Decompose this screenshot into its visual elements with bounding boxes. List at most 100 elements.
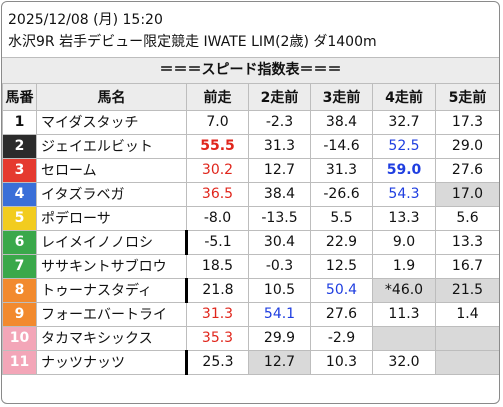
horse-name: ポデローサ [36,205,187,231]
horse-number: 8 [2,277,37,303]
speed-index-cell: 17.0 [435,181,499,207]
speed-index-cell: 10.3 [310,349,373,375]
table-row: 9 フォーエバートライ 31.3 54.1 27.6 11.3 1.4 [2,301,499,327]
speed-index-cell: 29.9 [248,325,311,351]
speed-index-cell: 27.6 [435,157,499,183]
horse-number: 6 [2,229,37,255]
speed-index-cell: 10.5 [248,277,311,303]
speed-index-cell [372,325,436,351]
speed-index-cell: 12.5 [310,253,373,279]
speed-index-cell: 9.0 [372,229,436,255]
speed-index-cell: 27.6 [310,301,373,327]
speed-index-cell: -5.1 [186,229,249,255]
horse-name: トゥーナスタディ [36,277,188,303]
horse-number: 2 [2,133,37,159]
horse-name: イタズラベガ [36,181,187,207]
horse-number: 9 [2,301,37,327]
horse-number: 11 [2,349,37,375]
table-row: 10 タカマキシックス 35.3 29.9 -2.9 [2,325,499,351]
speed-index-cell: 13.3 [372,205,436,231]
horse-number: 7 [2,253,37,279]
col-header-3-races-ago: 3走前 [310,84,373,111]
horse-name: レイメイノノロシ [36,229,188,255]
horse-number: 10 [2,325,37,351]
speed-index-table: 馬番 馬名 前走 2走前 3走前 4走前 5走前 1 マイダスタッチ 7.0 -2.3… [2,84,499,375]
table-row: 8 トゥーナスタディ 21.8 10.5 50.4 *46.0 21.5 [2,277,499,303]
speed-index-cell: 25.3 [186,349,249,375]
horse-name: ナッツナッツ [36,349,188,375]
speed-index-cell: 1.9 [372,253,436,279]
col-header-last-race: 前走 [186,84,249,111]
speed-index-cell: 29.0 [435,133,499,159]
speed-index-cell: 17.3 [435,109,499,135]
speed-index-cell: 12.7 [248,157,311,183]
speed-index-cell: 52.5 [372,133,436,159]
speed-index-cell: -14.6 [310,133,373,159]
speed-index-cell: 38.4 [248,181,311,207]
speed-index-cell: *46.0 [372,277,436,303]
race-title: 水沢9R 岩手デビュー限定競走 IWATE LIM(2歳) ダ1400m [8,34,377,50]
speed-index-cell: 35.3 [186,325,249,351]
horse-name: セローム [36,157,187,183]
speed-index-cell: -13.5 [248,205,311,231]
speed-index-cell: -0.3 [248,253,311,279]
table-row: 4 イタズラベガ 36.5 38.4 -26.6 54.3 17.0 [2,181,499,207]
speed-index-cell: 36.5 [186,181,249,207]
table-row: 2 ジェイエルビット 55.5 31.3 -14.6 52.5 29.0 [2,133,499,159]
col-header-number: 馬番 [2,84,37,111]
speed-index-cell: 1.4 [435,301,499,327]
speed-index-cell: 16.7 [435,253,499,279]
speed-index-cell: -2.9 [310,325,373,351]
speed-index-cell: -8.0 [186,205,249,231]
speed-index-cell: 31.3 [310,157,373,183]
horse-number: 1 [2,109,37,135]
speed-index-cell: -2.3 [248,109,311,135]
col-header-horse-name: 馬名 [36,84,187,111]
horse-name: ジェイエルビット [36,133,187,159]
speed-index-cell: 22.9 [310,229,373,255]
speed-index-cell [435,325,499,351]
speed-index-cell: 54.1 [248,301,311,327]
speed-index-cell: 18.5 [186,253,249,279]
speed-index-cell: -26.6 [310,181,373,207]
speed-index-cell: 59.0 [372,157,436,183]
table-row: 5 ポデローサ -8.0 -13.5 5.5 13.3 5.6 [2,205,499,231]
speed-index-cell: 12.7 [248,349,311,375]
table-banner: ＝＝＝スピード指数表＝＝＝ [2,57,499,84]
table-row: 7 ササキントサブロウ 18.5 -0.3 12.5 1.9 16.7 [2,253,499,279]
horse-number: 5 [2,205,37,231]
speed-index-cell: 21.8 [186,277,249,303]
col-header-4-races-ago: 4走前 [372,84,436,111]
horse-name: フォーエバートライ [36,301,187,327]
table-row: 6 レイメイノノロシ -5.1 30.4 22.9 9.0 13.3 [2,229,499,255]
horse-name: ササキントサブロウ [36,253,187,279]
speed-index-cell: 5.6 [435,205,499,231]
speed-index-cell: 55.5 [186,133,249,159]
speed-index-cell: 32.0 [372,349,436,375]
col-header-5-races-ago: 5走前 [435,84,499,111]
speed-index-cell: 50.4 [310,277,373,303]
horse-name: タカマキシックス [36,325,187,351]
speed-index-cell: 30.2 [186,157,249,183]
speed-index-cell: 30.4 [248,229,311,255]
speed-index-cell: 5.5 [310,205,373,231]
speed-index-cell: 11.3 [372,301,436,327]
speed-index-cell: 38.4 [310,109,373,135]
speed-index-cell: 32.7 [372,109,436,135]
horse-name: マイダスタッチ [36,109,187,135]
col-header-2-races-ago: 2走前 [248,84,311,111]
table-row: 11 ナッツナッツ 25.3 12.7 10.3 32.0 [2,349,499,375]
horse-number: 3 [2,157,37,183]
speed-index-cell: 7.0 [186,109,249,135]
speed-index-cell: 31.3 [186,301,249,327]
header-row: 馬番 馬名 前走 2走前 3走前 4走前 5走前 [2,84,499,111]
speed-index-cell: 13.3 [435,229,499,255]
speed-index-cell: 54.3 [372,181,436,207]
speed-index-cell [435,349,499,375]
speed-index-cell: 21.5 [435,277,499,303]
table-row: 1 マイダスタッチ 7.0 -2.3 38.4 32.7 17.3 [2,109,499,135]
table-row: 3 セローム 30.2 12.7 31.3 59.0 27.6 [2,157,499,183]
race-datetime: 2025/12/08 (月) 15:20 [8,12,163,28]
speed-index-cell: 31.3 [248,133,311,159]
